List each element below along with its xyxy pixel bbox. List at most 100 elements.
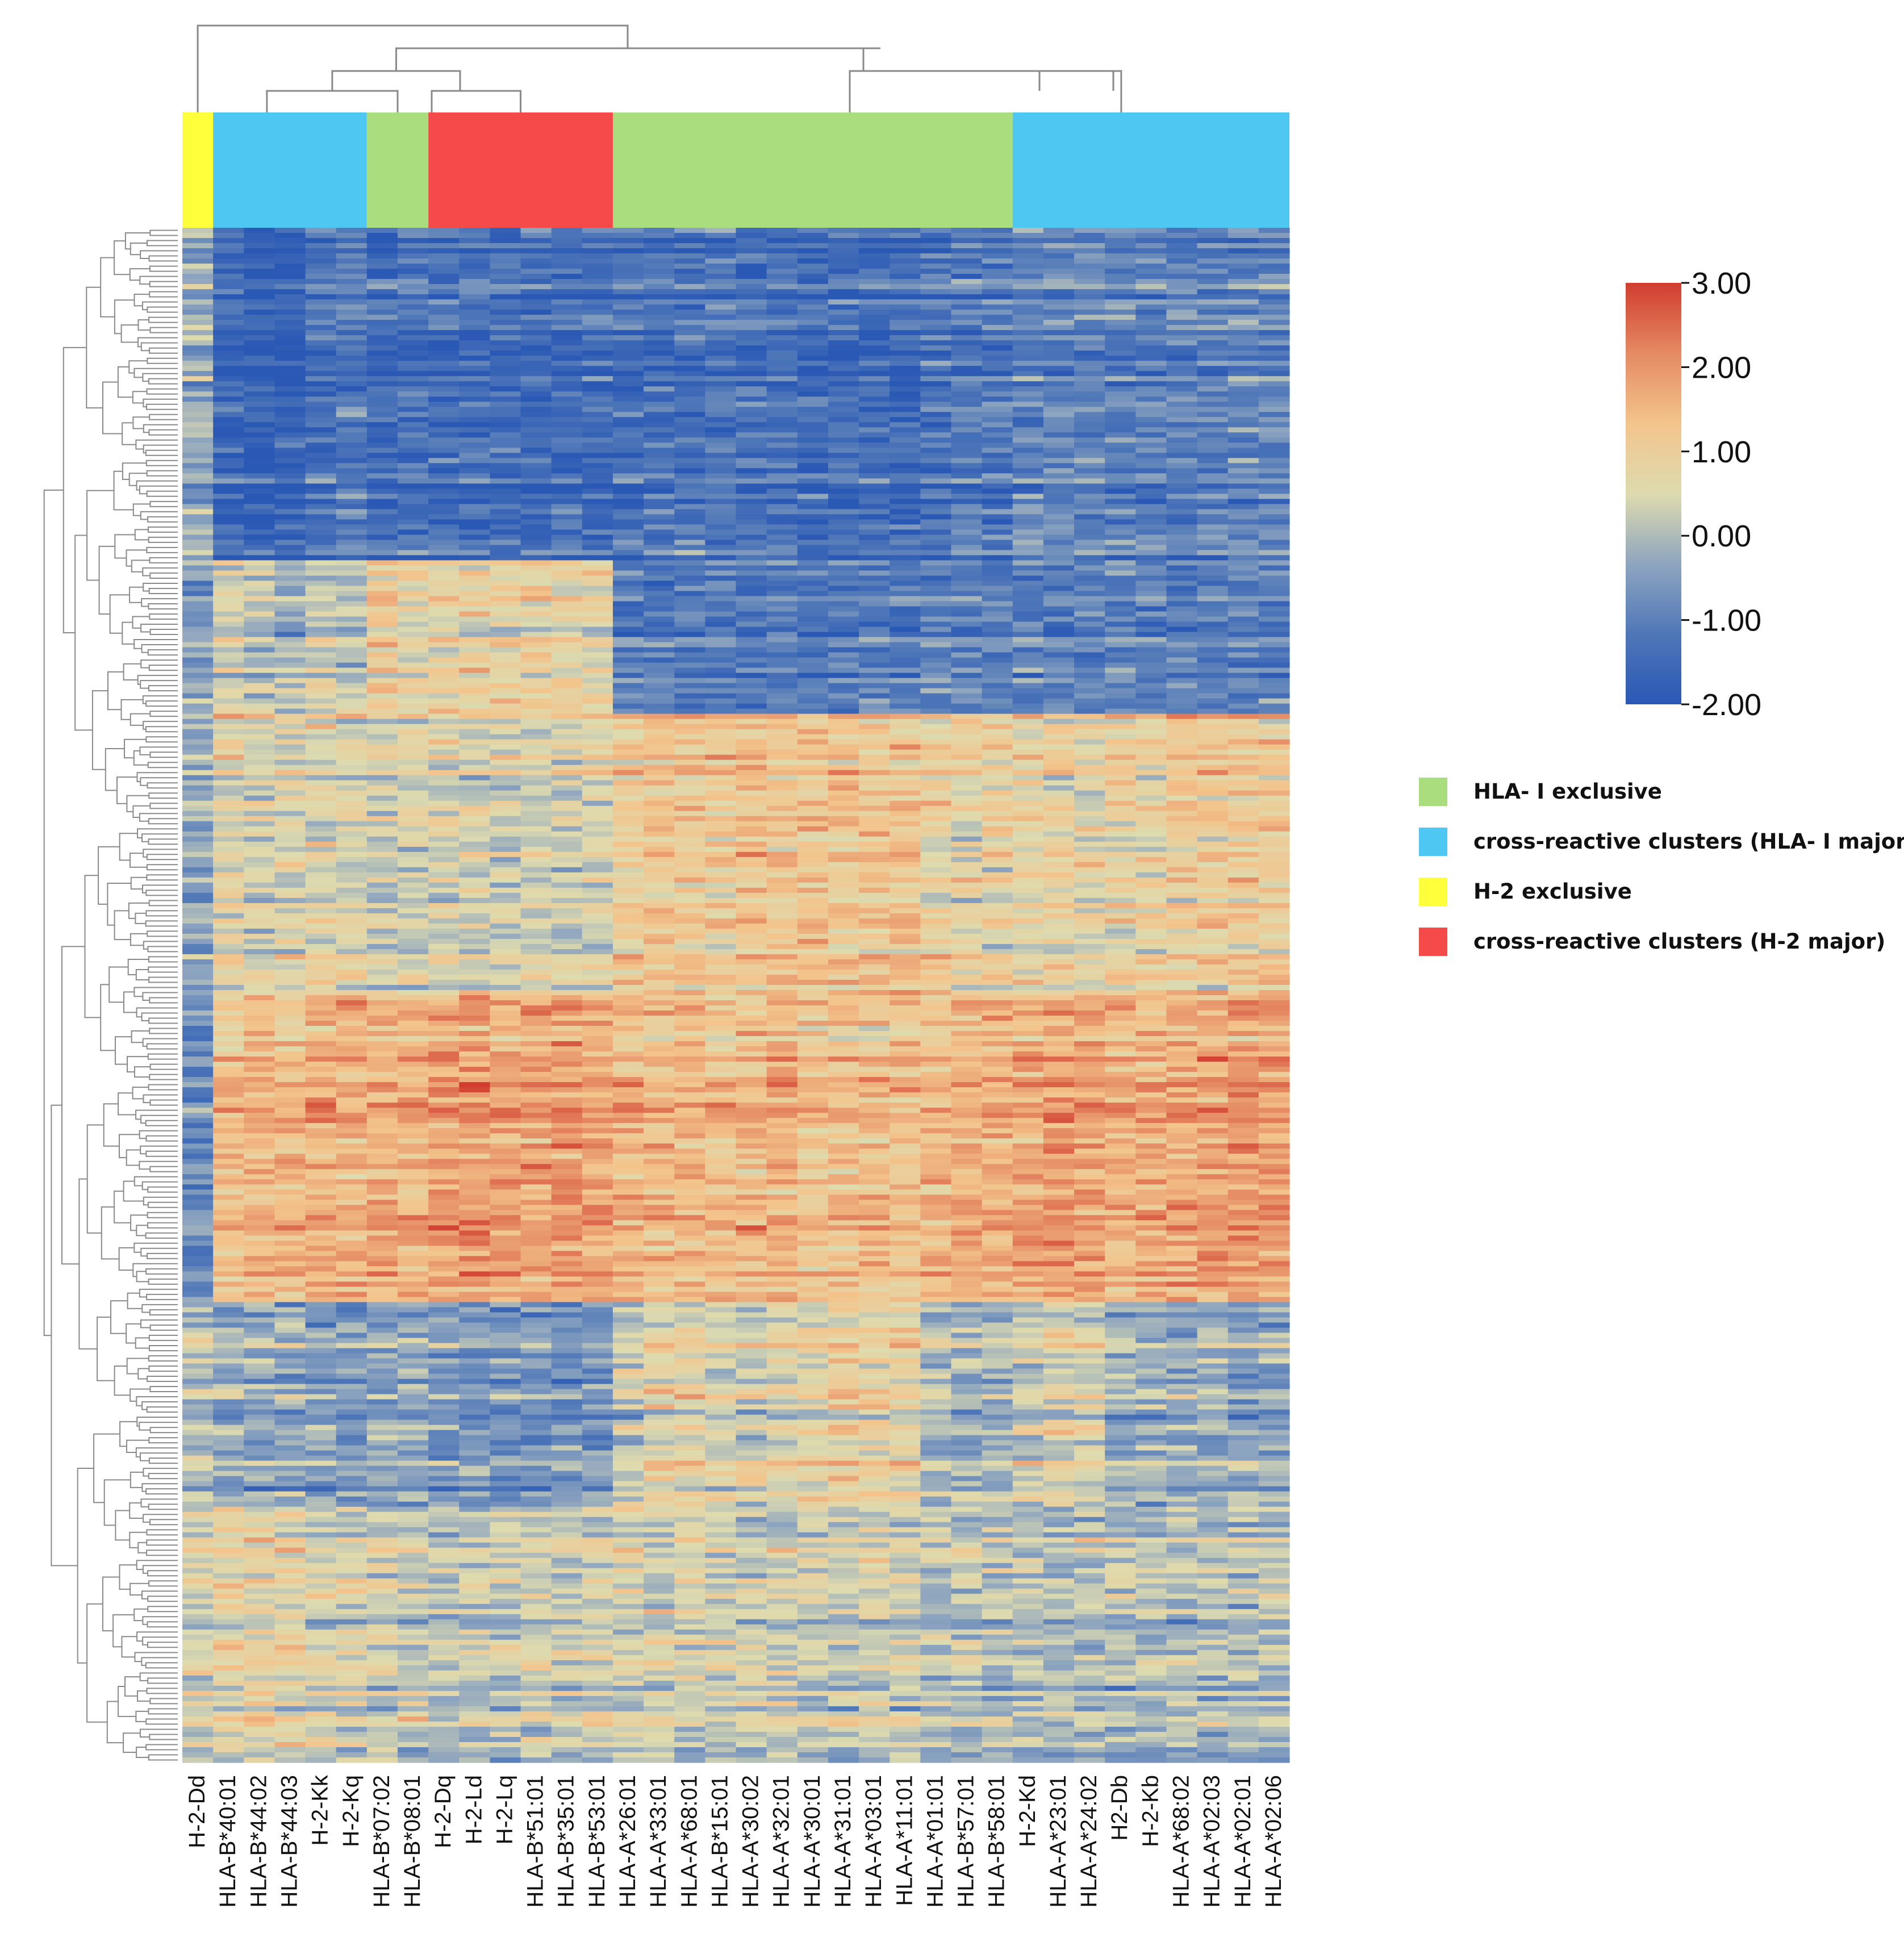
- heatmap-cell: [1074, 632, 1105, 638]
- heatmap-cell: [428, 499, 460, 504]
- heatmap-cell: [1135, 279, 1167, 285]
- heatmap-cell: [1166, 887, 1198, 893]
- heatmap-cell: [305, 396, 337, 402]
- heatmap-cell: [490, 586, 521, 592]
- heatmap-cell: [644, 386, 675, 392]
- heatmap-cell: [890, 857, 921, 863]
- heatmap-cell: [797, 652, 829, 658]
- heatmap-cell: [920, 586, 952, 592]
- heatmap-cell: [674, 371, 705, 377]
- heatmap-cell: [674, 550, 705, 556]
- heatmap-cell: [736, 749, 767, 755]
- heatmap-cell: [1258, 611, 1290, 617]
- heatmap-cell: [1135, 228, 1167, 233]
- heatmap-cell: [397, 264, 429, 269]
- heatmap-cell: [736, 892, 767, 899]
- heatmap-cell: [305, 892, 337, 899]
- heatmap-cell: [766, 882, 798, 888]
- heatmap-cell: [1135, 862, 1167, 868]
- heatmap-cell: [766, 228, 798, 233]
- heatmap-cell: [859, 621, 890, 628]
- heatmap-cell: [797, 279, 829, 285]
- heatmap-cell: [551, 483, 583, 489]
- heatmap-cell: [428, 320, 460, 325]
- heatmap-cell: [890, 335, 921, 341]
- heatmap-cell: [1258, 821, 1290, 827]
- heatmap-cell: [951, 228, 983, 233]
- heatmap-cell: [951, 514, 983, 520]
- heatmap-cell: [705, 581, 737, 587]
- heatmap-cell: [797, 611, 829, 617]
- heatmap-cell: [520, 463, 552, 469]
- heatmap-cell: [644, 719, 675, 725]
- heatmap-cell: [336, 463, 368, 469]
- heatmap-cell: [1197, 494, 1229, 499]
- heatmap-cell: [1105, 304, 1136, 310]
- heatmap-cell: [305, 785, 337, 791]
- heatmap-cell: [490, 867, 521, 873]
- heatmap-cell: [1197, 780, 1229, 786]
- heatmap-cell: [859, 719, 890, 725]
- heatmap-cell: [828, 759, 859, 766]
- heatmap-cell: [890, 862, 921, 868]
- heatmap-cell: [1227, 703, 1259, 709]
- heatmap-cell: [1074, 903, 1105, 909]
- heatmap-cell: [674, 494, 705, 499]
- heatmap-cell: [213, 453, 244, 458]
- heatmap-cell: [766, 632, 798, 638]
- heatmap-cell: [274, 816, 306, 822]
- heatmap-cell: [182, 294, 214, 300]
- heatmap-cell: [859, 759, 890, 766]
- heatmap-cell: [736, 872, 767, 878]
- heatmap-cell: [182, 320, 214, 325]
- heatmap-cell: [582, 488, 613, 494]
- heatmap-cell: [213, 560, 244, 566]
- heatmap-cell: [890, 892, 921, 899]
- heatmap-cell: [336, 504, 368, 510]
- heatmap-cell: [1227, 233, 1259, 239]
- heatmap-cell: [1105, 402, 1136, 407]
- heatmap-cell: [1074, 841, 1105, 847]
- heatmap-cell: [520, 499, 552, 504]
- heatmap-cell: [828, 606, 859, 612]
- heatmap-cell: [920, 892, 952, 899]
- heatmap-cell: [1012, 800, 1044, 807]
- heatmap-cell: [982, 514, 1013, 520]
- heatmap-cell: [490, 253, 521, 259]
- heatmap-cell: [551, 836, 583, 842]
- heatmap-cell: [644, 800, 675, 807]
- heatmap-cell: [1043, 749, 1075, 755]
- heatmap-cell: [428, 325, 460, 331]
- heatmap-cell: [705, 310, 737, 315]
- heatmap-cell: [1074, 780, 1105, 786]
- heatmap-cell: [459, 473, 490, 479]
- heatmap-cell: [1105, 606, 1136, 612]
- heatmap-cell: [859, 913, 890, 919]
- heatmap-cell: [520, 693, 552, 699]
- heatmap-cell: [828, 688, 859, 694]
- heatmap-cell: [828, 350, 859, 356]
- heatmap-cell: [305, 560, 337, 566]
- column-group-bar: [182, 112, 1289, 228]
- heatmap-cell: [1043, 892, 1075, 899]
- heatmap-cell: [182, 402, 214, 407]
- heatmap-cell: [551, 606, 583, 612]
- heatmap-cell: [1197, 376, 1229, 382]
- heatmap-cell: [766, 606, 798, 612]
- heatmap-cell: [1012, 340, 1044, 346]
- heatmap-cell: [1197, 749, 1229, 755]
- heatmap-cell: [674, 264, 705, 269]
- heatmap-cell: [736, 867, 767, 873]
- heatmap-cell: [366, 836, 398, 842]
- heatmap-cell: [397, 688, 429, 694]
- heatmap-cell: [397, 867, 429, 873]
- heatmap-cell: [305, 816, 337, 822]
- heatmap-cell: [459, 642, 490, 648]
- heatmap-cell: [274, 361, 306, 366]
- heatmap-cell: [336, 621, 368, 628]
- heatmap-cell: [920, 923, 952, 929]
- heatmap-cell: [428, 529, 460, 535]
- heatmap-cell: [920, 534, 952, 541]
- heatmap-cell: [1105, 488, 1136, 494]
- heatmap-cell: [766, 514, 798, 520]
